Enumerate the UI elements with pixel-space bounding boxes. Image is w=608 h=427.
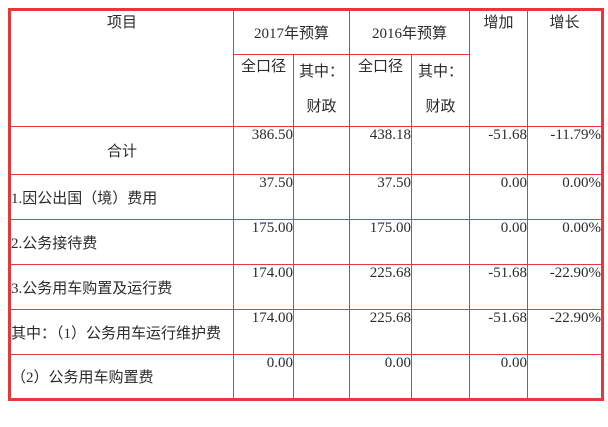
header-row-subcolumns: 全口径 其中： 财政 全口径 其中： 财政: [10, 54, 603, 127]
cell-2017-full: 37.50: [233, 174, 294, 220]
table-row-total: 合计 386.50 438.18 -51.68 -11.79%: [9, 126, 604, 175]
cell-2017-full: 0.00: [233, 354, 294, 400]
cell-2017-fiscal: [292, 264, 351, 310]
cell-increase: 0.00: [469, 174, 529, 220]
header-2017-fiscal-line1: 其中：: [299, 64, 345, 80]
cell-growth: [527, 354, 604, 400]
cell-growth: 0.00%: [527, 174, 604, 220]
cell-2016-fiscal: [411, 126, 471, 175]
row-label: 合计: [9, 126, 234, 175]
cell-2017-fiscal: [292, 354, 351, 400]
cell-2017-fiscal: [292, 309, 351, 355]
cell-2017-full: 174.00: [233, 309, 294, 355]
cell-increase: -51.68: [469, 309, 529, 355]
table-row-reception: 2.公务接待费 175.00 175.00 0.00 0.00%: [9, 219, 604, 265]
cell-2016-fiscal: [411, 264, 471, 310]
header-item: 项目: [9, 9, 234, 127]
cell-2017-fiscal: [292, 126, 351, 175]
header-2017-budget: 2017年预算: [232, 9, 351, 55]
table-row-vehicles: 3.公务用车购置及运行费 174.00 225.68 -51.68 -22.90…: [9, 264, 604, 310]
cell-2016-fiscal: [411, 219, 471, 265]
cell-2016-fiscal: [411, 354, 471, 400]
header-2016-fiscal-line1: 其中：: [418, 64, 464, 80]
cell-2017-full: 386.50: [233, 126, 294, 175]
header-2016-fiscal-line2: 财政: [425, 99, 456, 115]
cell-2016-full: 225.68: [349, 309, 413, 355]
cell-2016-full: 37.50: [349, 174, 413, 220]
header-2017-fiscal-line2: 财政: [306, 99, 337, 115]
cell-growth: 0.00%: [527, 219, 604, 265]
table-row-vehicle-purchase: （2）公务用车购置费 0.00 0.00 0.00: [9, 354, 604, 400]
cell-2016-fiscal: [411, 174, 471, 220]
cell-growth: -22.90%: [527, 309, 604, 355]
cell-growth: -11.79%: [527, 126, 604, 175]
header-2016-budget: 2016年预算: [349, 9, 471, 55]
cell-2016-full: 175.00: [349, 219, 413, 265]
budget-table: 项目 2017年预算 2016年预算 增加 增长 全口径 其中： 财政 全口径 …: [8, 8, 605, 401]
cell-2016-full: 0.00: [349, 354, 413, 400]
header-2017-full-caliber: 全口径: [233, 54, 294, 127]
row-label: （2）公务用车购置费: [9, 354, 234, 400]
header-2016-full-caliber: 全口径: [349, 54, 413, 127]
cell-2016-full: 438.18: [349, 126, 413, 175]
header-2016-fiscal: 其中： 财政: [411, 54, 471, 127]
header-row-groups: 项目 2017年预算 2016年预算 增加 增长: [9, 9, 604, 127]
row-label: 1.因公出国（境）费用: [9, 174, 234, 220]
cell-2017-full: 174.00: [233, 264, 294, 310]
cell-2017-fiscal: [292, 174, 351, 220]
table-row-abroad: 1.因公出国（境）费用 37.50 37.50 0.00 0.00%: [9, 174, 604, 220]
row-label: 其中：（1）公务用车运行维护费: [9, 309, 234, 355]
cell-increase: -51.68: [469, 264, 529, 310]
header-growth: 增长: [527, 9, 604, 127]
cell-2016-full: 225.68: [349, 264, 413, 310]
header-increase: 增加: [469, 9, 529, 127]
cell-increase: 0.00: [469, 219, 529, 265]
header-2017-fiscal: 其中： 财政: [292, 54, 351, 127]
cell-2017-full: 175.00: [233, 219, 294, 265]
cell-growth: -22.90%: [527, 264, 604, 310]
cell-increase: -51.68: [469, 126, 529, 175]
row-label: 3.公务用车购置及运行费: [9, 264, 234, 310]
cell-2016-fiscal: [411, 309, 471, 355]
table-row-vehicle-operation: 其中：（1）公务用车运行维护费 174.00 225.68 -51.68 -22…: [9, 309, 604, 355]
row-label: 2.公务接待费: [9, 219, 234, 265]
cell-2017-fiscal: [292, 219, 351, 265]
cell-increase: 0.00: [469, 354, 529, 400]
